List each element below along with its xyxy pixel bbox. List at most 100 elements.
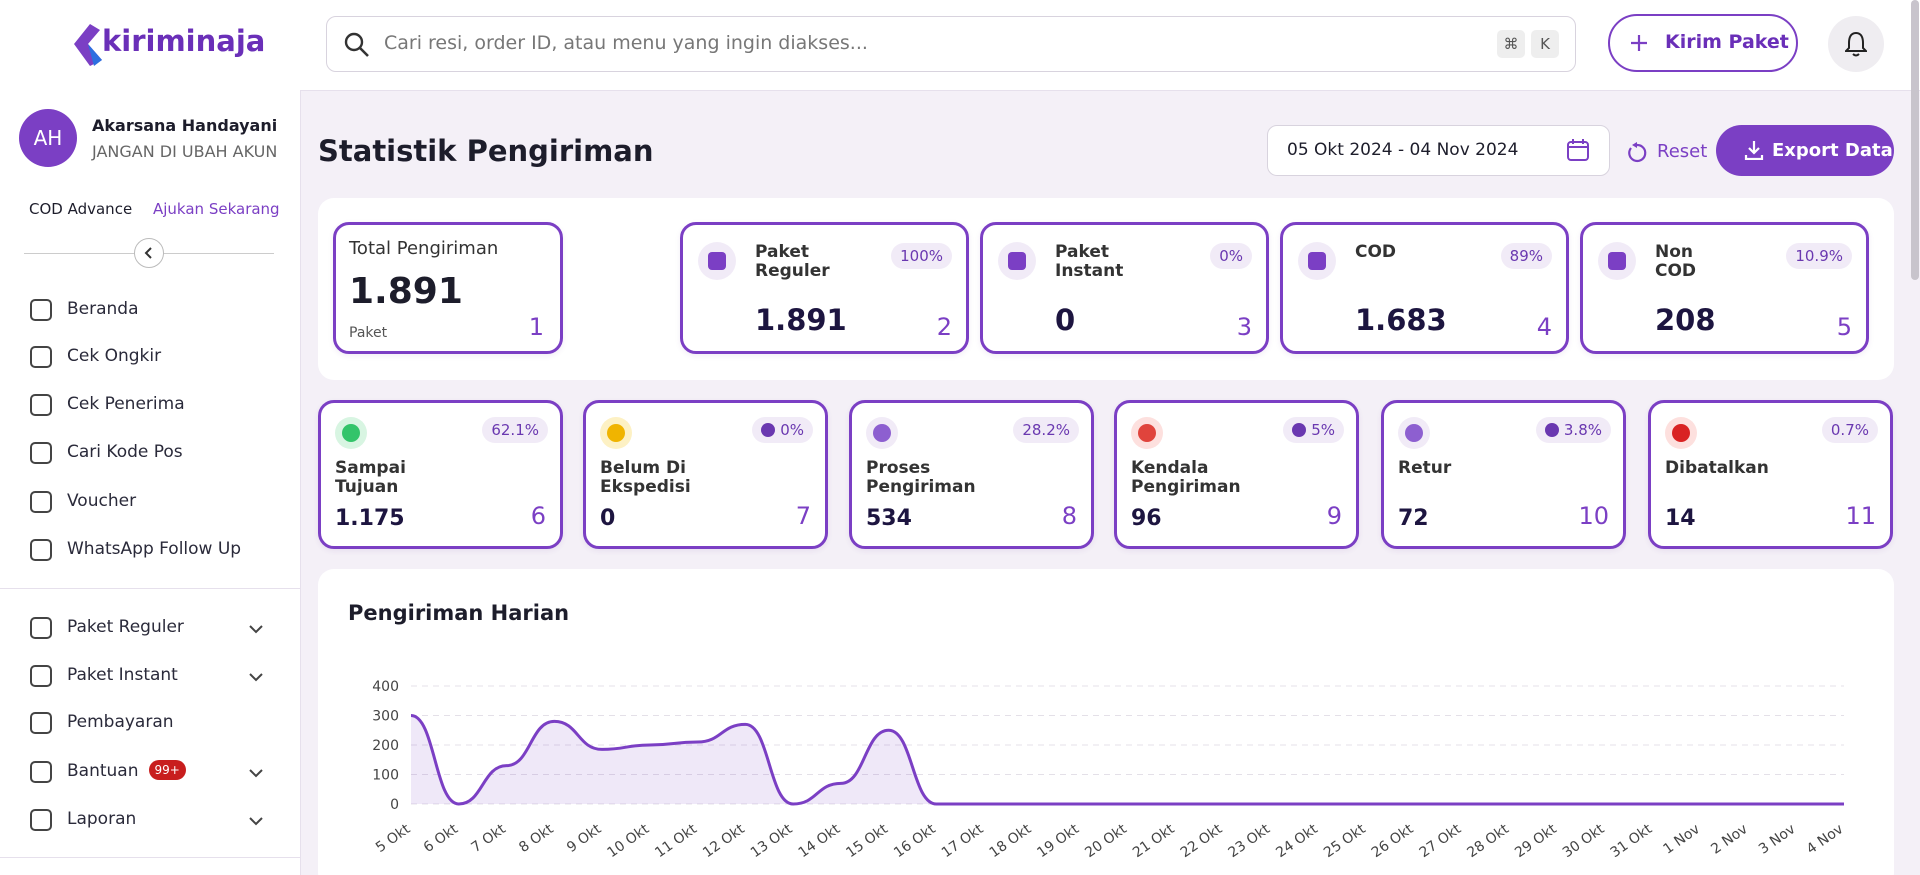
x-tick-label: 12 Okt: [700, 821, 748, 861]
card-index: 3: [1236, 313, 1252, 341]
menu-group[interactable]: Bantuan 99+: [0, 757, 300, 787]
x-tick-label: 22 Okt: [1178, 821, 1226, 861]
x-tick-label: 17 Okt: [939, 821, 987, 861]
date-picker[interactable]: 05 Okt 2024 - 04 Nov 2024: [1267, 125, 1610, 176]
x-tick-label: 15 Okt: [843, 821, 891, 861]
send-button[interactable]: Kirim Paket: [1608, 14, 1798, 72]
status-value: 1.175: [335, 506, 405, 531]
x-tick-label: 16 Okt: [891, 821, 939, 861]
avatar: AH: [19, 109, 77, 167]
y-tick-label: 200: [372, 738, 399, 754]
status-percent: 28.2%: [1013, 417, 1079, 443]
plus-icon: [1631, 35, 1647, 51]
status-card: 28.2% Proses Pengiriman 534 8: [849, 400, 1094, 549]
shortcut-key: K: [1531, 30, 1559, 58]
cod-link[interactable]: Ajukan Sekarang: [153, 200, 280, 218]
scrollbar: [1911, 0, 1919, 280]
menu-group[interactable]: Paket Instant: [0, 661, 300, 691]
info-icon[interactable]: [1544, 423, 1559, 437]
export-button[interactable]: Export Data: [1716, 125, 1894, 176]
menu-item[interactable]: Cari Kode Pos: [0, 438, 300, 468]
menu-label: Cari Kode Pos: [67, 442, 183, 462]
account-note: JANGAN DI UBAH AKUN: [92, 142, 278, 161]
chevron-down: [249, 817, 263, 826]
status-card: 62.1% Sampai Tujuan 1.175 6: [318, 400, 563, 549]
notification-button[interactable]: [1828, 16, 1884, 72]
percent-text: 5%: [1311, 421, 1335, 439]
export-label: Export Data: [1772, 140, 1893, 161]
menu-item[interactable]: Cek Ongkir: [0, 342, 300, 372]
logo-mark: [74, 24, 102, 66]
x-tick-label: 18 Okt: [987, 821, 1035, 861]
info-icon[interactable]: [1292, 423, 1307, 437]
card-icon-glyph: [708, 252, 726, 270]
status-index: 9: [1326, 502, 1342, 530]
summary-card: Paket Instant 0% 0 3: [980, 222, 1269, 354]
status-percent: 0.7%: [1821, 417, 1878, 443]
status-index: 11: [1845, 502, 1876, 530]
menu-group[interactable]: Laporan: [0, 805, 300, 835]
status-index: 10: [1578, 502, 1609, 530]
collapse-button[interactable]: [134, 238, 164, 268]
card-percent: 0%: [1210, 243, 1252, 269]
card-index: 4: [1536, 313, 1552, 341]
menu-icon: [30, 761, 52, 783]
send-label: Kirim Paket: [1665, 31, 1789, 53]
percent-text: 0%: [780, 421, 804, 439]
menu-label: Voucher: [67, 491, 137, 511]
menu-icon: [30, 712, 52, 734]
card-percent: 10.9%: [1786, 243, 1852, 269]
reset-icon: [1628, 142, 1647, 163]
menu-item[interactable]: Beranda: [0, 295, 300, 325]
card-label: Non: [1655, 242, 1694, 262]
x-tick-label: 27 Okt: [1417, 821, 1465, 861]
search-icon: [344, 32, 369, 57]
menu-item[interactable]: WhatsApp Follow Up: [0, 535, 300, 565]
search-box[interactable]: Cari resi, order ID, atau menu yang ingi…: [326, 16, 1576, 72]
status-icon-glyph: [342, 424, 360, 442]
area-fill: [411, 715, 1844, 804]
total-value: 1.891: [349, 271, 463, 312]
card-icon-glyph: [1008, 252, 1026, 270]
chevron-down: [249, 673, 263, 682]
x-tick-label: 25 Okt: [1321, 821, 1369, 861]
menu-item[interactable]: Cek Penerima: [0, 390, 300, 420]
menu-label: WhatsApp Follow Up: [67, 539, 242, 559]
summary-card: Paket Reguler 100% 1.891 2: [680, 222, 969, 354]
status-value: 72: [1398, 506, 1429, 531]
chevron-left: [144, 247, 152, 259]
chevron-down: [249, 769, 263, 778]
percent-text: 0.7%: [1830, 421, 1869, 439]
status-label: Proses: [866, 458, 931, 478]
status-label: Dibatalkan: [1665, 458, 1769, 478]
x-tick-label: 21 Okt: [1130, 821, 1178, 861]
x-tick-label: 23 Okt: [1226, 821, 1274, 861]
page-title: Statistik Pengiriman: [318, 134, 654, 168]
menu-icon: [30, 809, 52, 831]
status-value: 0: [600, 506, 616, 531]
total-label: Total Pengiriman: [349, 238, 499, 259]
total-card: Total Pengiriman 1.891 Paket 1: [333, 222, 563, 354]
status-label: Tujuan: [335, 477, 399, 497]
card-value: 208: [1655, 303, 1716, 337]
menu-item[interactable]: Voucher: [0, 487, 300, 517]
menu-icon: [30, 617, 52, 639]
card-label: COD: [1355, 242, 1397, 262]
chart-title: Pengiriman Harian: [348, 601, 570, 625]
card-value: 1.891: [755, 303, 847, 337]
total-unit: Paket: [349, 325, 388, 341]
status-icon-glyph: [1405, 424, 1423, 442]
card-label: Paket: [1055, 242, 1109, 262]
status-label: Kendala: [1131, 458, 1209, 478]
y-tick-label: 300: [372, 709, 399, 725]
status-icon-glyph: [1138, 424, 1156, 442]
y-tick-label: 100: [372, 768, 399, 784]
status-card: 5% Kendala Pengiriman 96 9: [1114, 400, 1359, 549]
menu-group[interactable]: Paket Reguler: [0, 613, 300, 643]
status-label: Sampai: [335, 458, 406, 478]
status-label: Belum Di: [600, 458, 686, 478]
reset-label: Reset: [1657, 141, 1708, 162]
x-tick-label: 10 Okt: [605, 821, 653, 861]
info-icon[interactable]: [761, 423, 776, 437]
menu-group[interactable]: Pembayaran: [0, 708, 300, 738]
